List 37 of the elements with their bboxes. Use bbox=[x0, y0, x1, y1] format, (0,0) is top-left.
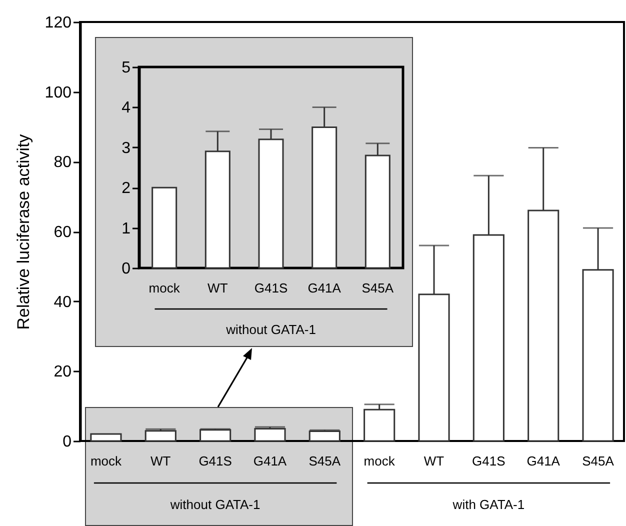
x-tick-label: G41S bbox=[254, 280, 288, 296]
x-tick-label: WT bbox=[424, 454, 444, 468]
y-tick-label: 0 bbox=[122, 260, 131, 278]
x-tick-label: G41S bbox=[198, 454, 232, 468]
x-tick-label: mock bbox=[148, 280, 180, 296]
y-tick-label: 100 bbox=[44, 84, 72, 102]
y-tick-label: 120 bbox=[44, 14, 72, 32]
y-tick-label: 40 bbox=[54, 294, 72, 311]
x-tick-label: S45A bbox=[362, 280, 394, 296]
x-tick-label: mock bbox=[364, 454, 396, 468]
bar bbox=[152, 186, 178, 269]
x-tick-label: G41A bbox=[308, 280, 342, 296]
y-tick-label: 2 bbox=[122, 180, 131, 198]
x-tick-label: G41A bbox=[253, 454, 287, 468]
y-tick-label: 3 bbox=[122, 140, 131, 157]
annotation: without GATA-1 bbox=[225, 322, 316, 337]
x-tick-label: mock bbox=[90, 454, 122, 468]
x-tick-label: WT bbox=[150, 454, 171, 468]
bar bbox=[308, 430, 340, 442]
x-tick-label: WT bbox=[208, 280, 228, 296]
y-tick-label: 0 bbox=[62, 434, 72, 450]
x-tick-label: G41S bbox=[472, 454, 506, 468]
y-tick-label: 1 bbox=[122, 220, 131, 238]
bar bbox=[364, 408, 396, 442]
y-axis-title: Relative luciferase activity bbox=[14, 134, 33, 330]
y-tick-label: 5 bbox=[122, 60, 131, 76]
x-tick-label: S45A bbox=[582, 454, 614, 468]
y-tick-label: 80 bbox=[54, 154, 72, 172]
bar bbox=[90, 433, 122, 442]
y-tick-label: 4 bbox=[122, 100, 131, 117]
x-tick-label: G41A bbox=[526, 454, 560, 468]
text: with GATA-1 bbox=[452, 497, 525, 512]
bar bbox=[200, 429, 232, 442]
y-tick-label: 20 bbox=[54, 364, 72, 381]
y-tick-label: 60 bbox=[54, 224, 72, 241]
x-tick-label: S45A bbox=[308, 454, 341, 468]
text: without GATA-1 bbox=[169, 497, 260, 512]
